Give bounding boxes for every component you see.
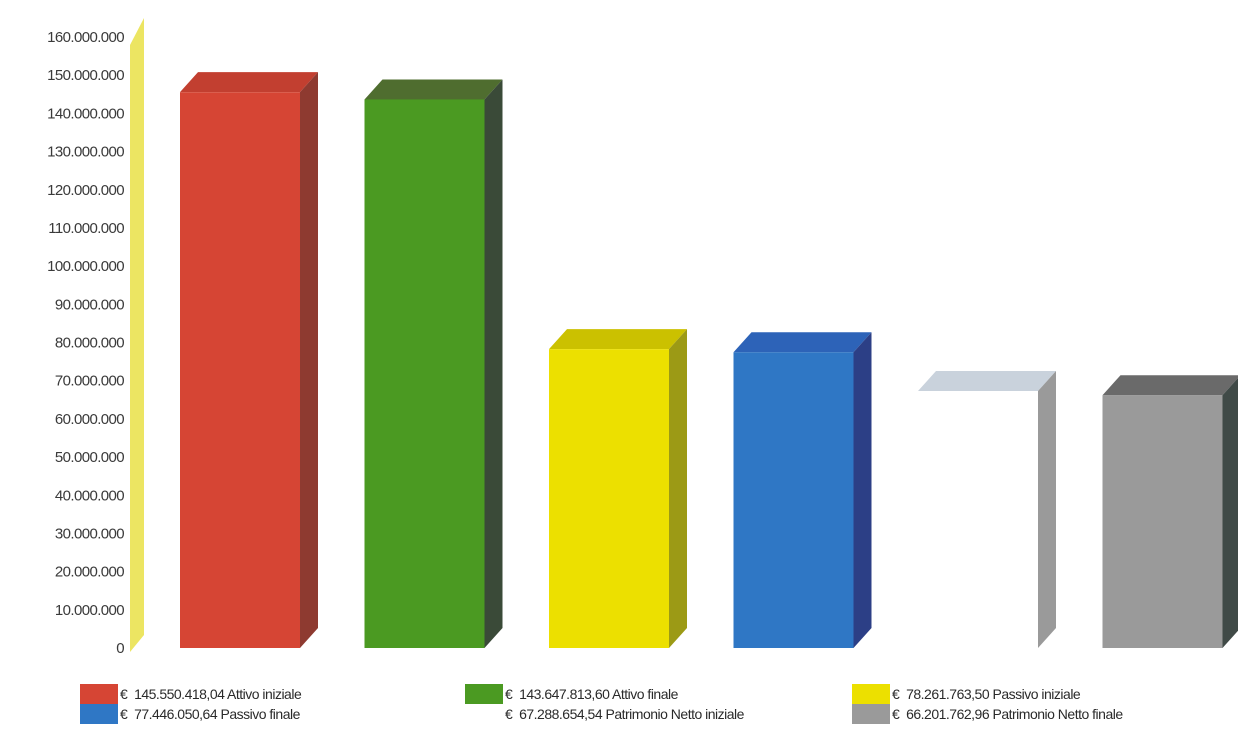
bar-front [1102,395,1223,648]
bar-chart: 0 10.000.000 20.000.000 30.000.000 40.000.00… [47,18,1238,657]
legend-label: € 67.288.654,54 Patrimonio Netto inizial… [505,706,744,722]
y-tick-label: 50.000.000 [55,449,124,466]
legend-item-passivo-iniziale: € 78.261.763,50 Passivo iniziale [852,683,1081,705]
bar [364,79,503,649]
y-tick-label: 30.000.000 [55,525,124,542]
legend-swatch-green [465,684,503,704]
bar-side [484,79,503,649]
y-tick-label: 80.000.000 [55,335,124,352]
legend-label: € 143.647.813,60 Attivo finale [505,686,678,702]
bar [1102,375,1238,648]
y-axis: 0 10.000.000 20.000.000 30.000.000 40.000.00… [47,29,125,657]
bar [549,329,687,648]
y-tick-label: 20.000.000 [55,564,124,581]
y-tick-label: 160.000.000 [47,29,124,46]
bar-top [733,332,872,353]
legend-swatch-white [465,704,503,724]
y-tick-label: 40.000.000 [55,487,124,504]
y-tick-label: 0 [116,640,124,657]
bar-side [669,329,687,648]
y-tick-label: 60.000.000 [55,411,124,428]
legend: € 145.550.418,04 Attivo iniziale € 77.44… [80,680,1230,730]
chart-back-wall [130,18,144,652]
bar-top [1102,375,1238,396]
legend-item-patrimonio-netto-iniziale: € 67.288.654,54 Patrimonio Netto inizial… [465,703,744,725]
y-tick-label: 100.000.000 [47,258,124,275]
bar [180,72,318,649]
bar-front [918,391,1038,648]
legend-label: € 78.261.763,50 Passivo iniziale [892,686,1081,702]
y-tick-label: 10.000.000 [55,602,124,619]
legend-item-attivo-finale: € 143.647.813,60 Attivo finale [465,683,678,705]
bar-front [733,352,854,648]
bar-side [853,332,872,648]
bars-group [180,72,1238,649]
y-tick-label: 130.000.000 [47,144,124,161]
legend-item-passivo-finale: € 77.446.050,64 Passivo finale [80,703,300,725]
y-tick-label: 110.000.000 [48,220,124,237]
bar-top [180,72,318,93]
bar-front [364,99,485,649]
legend-swatch-red [80,684,118,704]
bar-top [918,371,1056,392]
y-tick-label: 90.000.000 [55,296,124,313]
bar-top [549,329,687,350]
y-tick-label: 140.000.000 [47,105,124,122]
legend-item-patrimonio-netto-finale: € 66.201.762,96 Patrimonio Netto finale [852,703,1123,725]
bar-side [300,72,318,649]
bar [918,371,1056,648]
legend-swatch-blue [80,704,118,724]
y-tick-label: 120.000.000 [47,182,124,199]
bar-side [1222,377,1238,648]
y-tick-label: 70.000.000 [55,373,124,390]
bar-front [180,92,300,649]
legend-item-attivo-iniziale: € 145.550.418,04 Attivo iniziale [80,683,302,705]
legend-label: € 77.446.050,64 Passivo finale [120,706,300,722]
legend-swatch-gray [852,704,890,724]
legend-label: € 145.550.418,04 Attivo iniziale [120,686,302,702]
legend-label: € 66.201.762,96 Patrimonio Netto finale [892,706,1123,722]
bar-side [1038,371,1056,648]
bar-front [549,349,669,648]
y-tick-label: 150.000.000 [47,67,124,84]
bar [733,332,872,648]
legend-swatch-yellow [852,684,890,704]
bar-top [364,79,503,100]
